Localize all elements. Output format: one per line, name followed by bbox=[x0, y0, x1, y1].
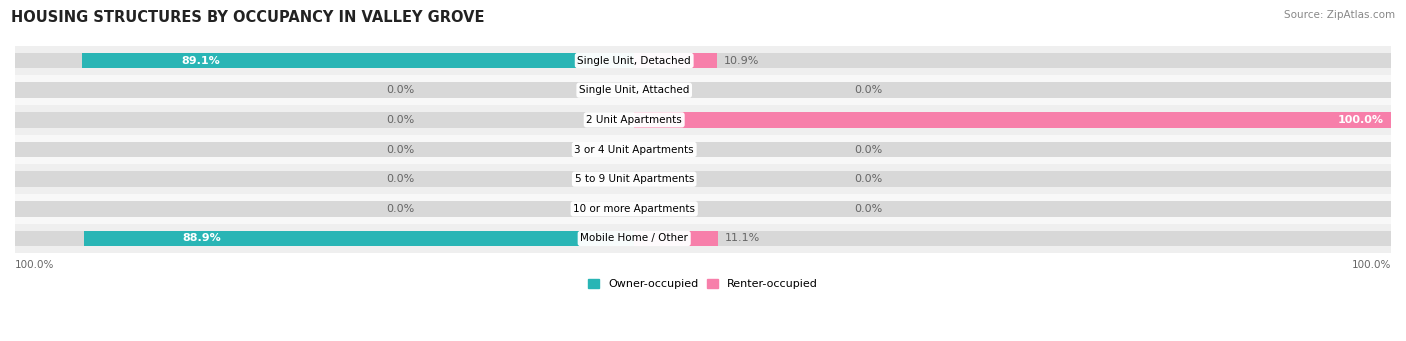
Text: 89.1%: 89.1% bbox=[181, 56, 221, 65]
Legend: Owner-occupied, Renter-occupied: Owner-occupied, Renter-occupied bbox=[583, 274, 823, 294]
Text: Single Unit, Detached: Single Unit, Detached bbox=[578, 56, 690, 65]
Bar bbox=[15, 83, 1391, 98]
Bar bbox=[15, 142, 1391, 157]
Text: 0.0%: 0.0% bbox=[385, 204, 413, 214]
Text: 10.9%: 10.9% bbox=[724, 56, 759, 65]
Bar bbox=[15, 53, 1391, 68]
Bar bbox=[15, 224, 1391, 253]
Text: 100.0%: 100.0% bbox=[1339, 115, 1384, 125]
Text: 0.0%: 0.0% bbox=[385, 174, 413, 184]
Text: 0.0%: 0.0% bbox=[385, 145, 413, 154]
Bar bbox=[15, 201, 1391, 217]
Bar bbox=[15, 46, 1391, 75]
Text: 0.0%: 0.0% bbox=[855, 85, 883, 95]
Bar bbox=[15, 135, 1391, 164]
Text: 100.0%: 100.0% bbox=[15, 260, 55, 270]
Bar bbox=[15, 194, 1391, 224]
Bar bbox=[84, 231, 634, 246]
Text: Source: ZipAtlas.com: Source: ZipAtlas.com bbox=[1284, 10, 1395, 20]
Text: 5 to 9 Unit Apartments: 5 to 9 Unit Apartments bbox=[575, 174, 695, 184]
Bar bbox=[15, 75, 1391, 105]
Text: Single Unit, Attached: Single Unit, Attached bbox=[579, 85, 689, 95]
Text: 2 Unit Apartments: 2 Unit Apartments bbox=[586, 115, 682, 125]
Bar bbox=[15, 112, 1391, 128]
Text: HOUSING STRUCTURES BY OCCUPANCY IN VALLEY GROVE: HOUSING STRUCTURES BY OCCUPANCY IN VALLE… bbox=[11, 10, 485, 25]
Text: 10 or more Apartments: 10 or more Apartments bbox=[574, 204, 695, 214]
Bar bbox=[15, 231, 1391, 246]
Bar bbox=[15, 172, 1391, 187]
Text: 0.0%: 0.0% bbox=[855, 174, 883, 184]
Bar bbox=[634, 112, 1391, 128]
Bar bbox=[634, 53, 717, 68]
Text: 0.0%: 0.0% bbox=[855, 145, 883, 154]
Text: Mobile Home / Other: Mobile Home / Other bbox=[581, 234, 688, 243]
Text: 100.0%: 100.0% bbox=[1351, 260, 1391, 270]
Text: 0.0%: 0.0% bbox=[855, 204, 883, 214]
Text: 3 or 4 Unit Apartments: 3 or 4 Unit Apartments bbox=[575, 145, 695, 154]
Bar bbox=[15, 105, 1391, 135]
Bar bbox=[83, 53, 634, 68]
Bar bbox=[15, 164, 1391, 194]
Text: 0.0%: 0.0% bbox=[385, 115, 413, 125]
Text: 0.0%: 0.0% bbox=[385, 85, 413, 95]
Text: 88.9%: 88.9% bbox=[183, 234, 222, 243]
Bar bbox=[634, 231, 718, 246]
Text: 11.1%: 11.1% bbox=[725, 234, 761, 243]
